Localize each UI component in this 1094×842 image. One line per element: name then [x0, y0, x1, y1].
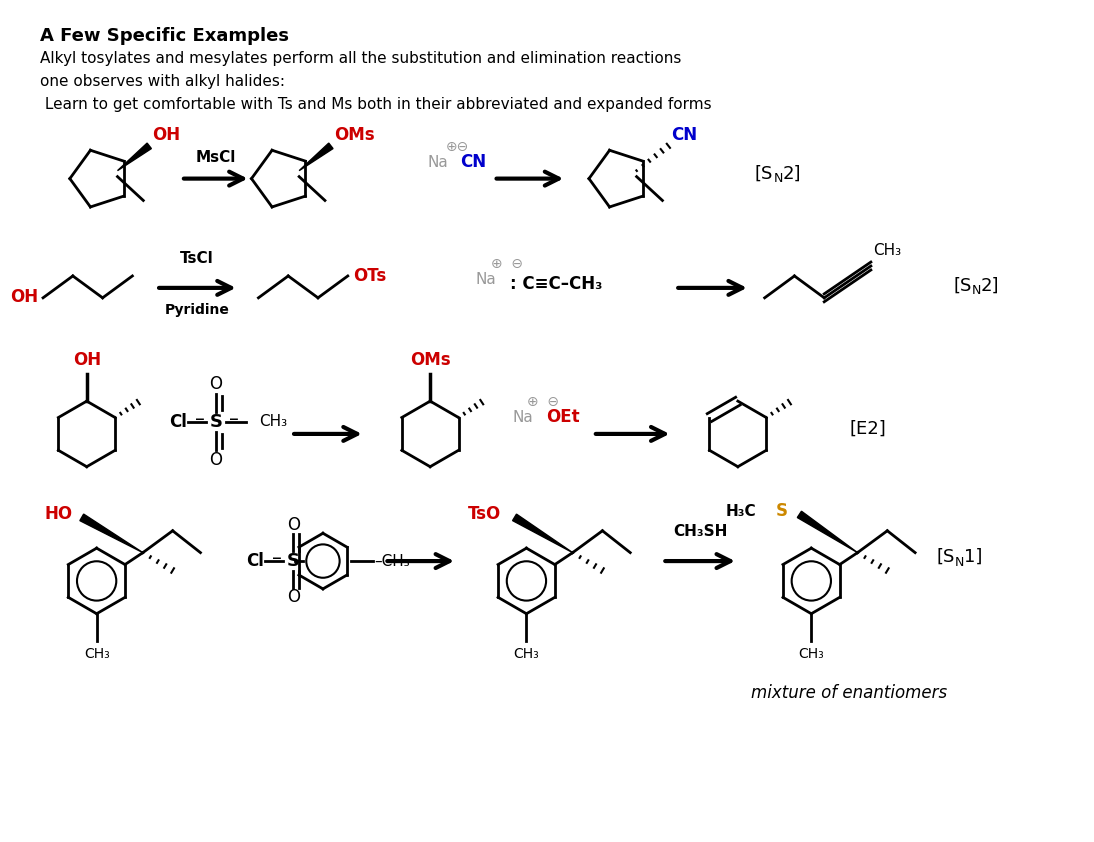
- Text: 2]: 2]: [782, 165, 801, 183]
- Text: –: –: [272, 549, 282, 568]
- Text: CH₃: CH₃: [799, 647, 824, 662]
- Text: O: O: [209, 376, 222, 393]
- Polygon shape: [80, 514, 143, 552]
- Text: O: O: [287, 588, 300, 606]
- Polygon shape: [798, 511, 858, 552]
- Text: H₃C: H₃C: [726, 504, 757, 519]
- Text: S: S: [287, 552, 300, 570]
- Text: OEt: OEt: [546, 408, 580, 426]
- Text: A Few Specific Examples: A Few Specific Examples: [40, 27, 289, 45]
- Text: MsCl: MsCl: [196, 150, 236, 165]
- Text: 2]: 2]: [981, 277, 1000, 295]
- Text: N: N: [773, 172, 783, 185]
- Text: [S: [S: [953, 277, 971, 295]
- Text: Na: Na: [513, 410, 534, 425]
- Text: [S: [S: [755, 165, 773, 183]
- Text: –: –: [229, 409, 238, 429]
- Text: CH₃: CH₃: [84, 647, 109, 662]
- Text: Na: Na: [428, 155, 449, 170]
- Text: CH₃SH: CH₃SH: [673, 525, 728, 539]
- Text: Cl: Cl: [246, 552, 265, 570]
- Text: one observes with alkyl halides:: one observes with alkyl halides:: [40, 74, 286, 89]
- Text: O: O: [287, 516, 300, 535]
- Text: ⊕⊖: ⊕⊖: [445, 140, 468, 154]
- Text: [S: [S: [936, 548, 955, 566]
- Text: CH₃: CH₃: [873, 242, 901, 258]
- Text: Cl: Cl: [170, 413, 187, 431]
- Text: OH: OH: [152, 125, 181, 144]
- Text: S: S: [776, 503, 788, 520]
- Text: OMs: OMs: [334, 125, 374, 144]
- Text: [E2]: [E2]: [849, 420, 886, 438]
- Polygon shape: [299, 143, 333, 171]
- Text: CH₃: CH₃: [259, 414, 288, 429]
- Text: mixture of enantiomers: mixture of enantiomers: [750, 685, 947, 702]
- Text: N: N: [955, 556, 965, 568]
- Text: OH: OH: [72, 351, 101, 370]
- Text: Alkyl tosylates and mesylates perform all the substitution and elimination react: Alkyl tosylates and mesylates perform al…: [40, 51, 682, 67]
- Text: Na: Na: [476, 272, 497, 287]
- Text: S: S: [209, 413, 222, 431]
- Text: Pyridine: Pyridine: [164, 303, 230, 317]
- Text: CN: CN: [672, 125, 698, 144]
- Text: 1]: 1]: [964, 548, 982, 566]
- Text: Learn to get comfortable with Ts and Ms both in their abbreviated and expanded f: Learn to get comfortable with Ts and Ms …: [40, 97, 712, 112]
- Text: OH: OH: [10, 288, 38, 306]
- Text: ⊕  ⊖: ⊕ ⊖: [527, 395, 559, 409]
- Polygon shape: [513, 514, 572, 552]
- Text: –: –: [195, 409, 205, 429]
- Text: : C≡C–CH₃: : C≡C–CH₃: [510, 274, 602, 293]
- Text: TsO: TsO: [468, 505, 501, 524]
- Text: CN: CN: [459, 152, 486, 171]
- Text: TsCl: TsCl: [181, 251, 213, 266]
- Text: –CH₃: –CH₃: [374, 553, 410, 568]
- Text: O: O: [209, 450, 222, 469]
- Text: OTs: OTs: [352, 267, 386, 285]
- Text: ⊕  ⊖: ⊕ ⊖: [490, 257, 523, 271]
- Polygon shape: [117, 143, 151, 171]
- Text: N: N: [973, 285, 981, 297]
- Text: HO: HO: [45, 505, 73, 524]
- Text: CH₃: CH₃: [513, 647, 539, 662]
- Text: OMs: OMs: [410, 351, 451, 370]
